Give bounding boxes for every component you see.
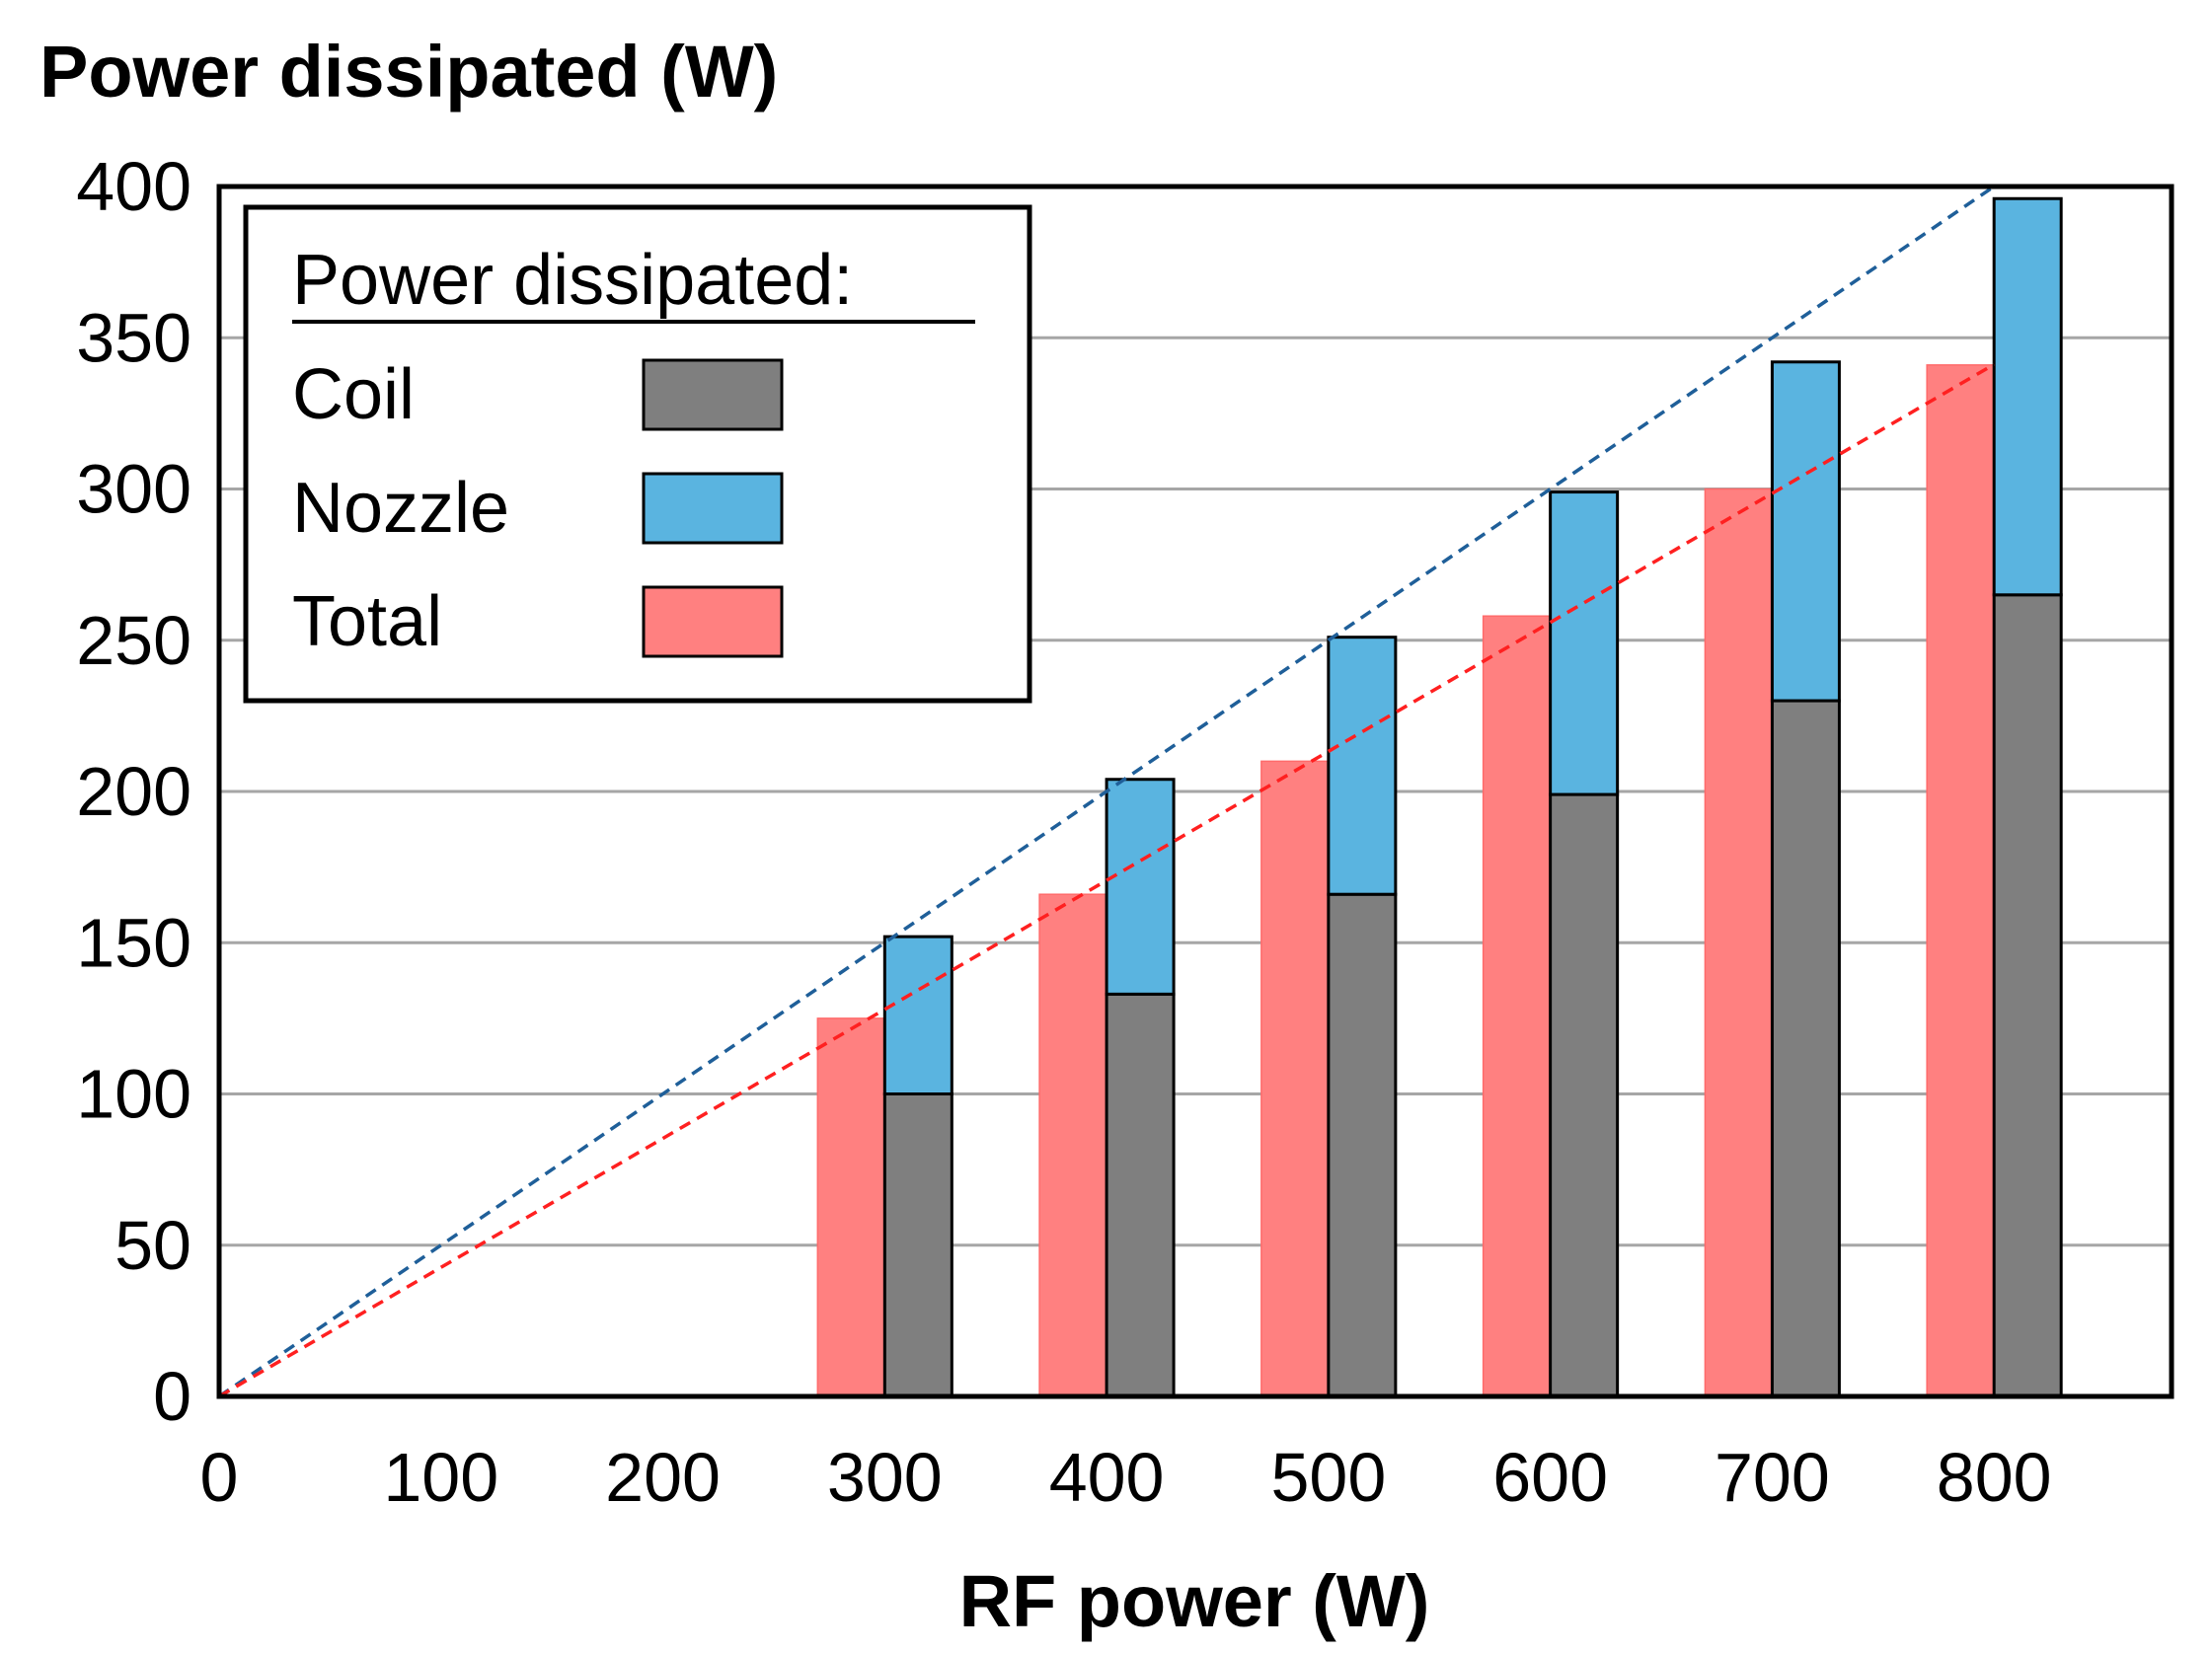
- legend: Power dissipated: Coil Nozzle Total: [246, 207, 1030, 701]
- legend-label-total: Total: [292, 582, 442, 661]
- bar-total-400: [1039, 894, 1106, 1396]
- y-tick-0: 0: [153, 1358, 191, 1435]
- x-tick-labels: 0 100 200 300 400 500 600 700 800: [200, 1439, 2052, 1516]
- legend-swatch-nozzle: [644, 474, 782, 543]
- bar-coil-800: [1994, 595, 2061, 1396]
- chart-title: Power dissipated (W): [39, 31, 778, 113]
- y-tick-350: 350: [76, 299, 191, 376]
- bar-coil-500: [1329, 894, 1396, 1396]
- x-tick-0: 0: [200, 1439, 239, 1516]
- bar-nozzle-600: [1551, 492, 1618, 795]
- bar-coil-300: [884, 1094, 952, 1397]
- x-tick-100: 100: [383, 1439, 498, 1516]
- bar-total-600: [1484, 616, 1551, 1396]
- x-tick-800: 800: [1937, 1439, 2052, 1516]
- y-tick-labels: 0 50 100 150 200 250 300 350 400: [76, 148, 191, 1435]
- bar-nozzle-300: [884, 937, 952, 1093]
- x-tick-500: 500: [1270, 1439, 1386, 1516]
- x-tick-700: 700: [1715, 1439, 1830, 1516]
- bar-total-500: [1261, 761, 1329, 1396]
- bar-nozzle-800: [1994, 198, 2061, 595]
- bar-nozzle-500: [1329, 638, 1396, 895]
- bar-nozzle-700: [1772, 362, 1839, 701]
- y-tick-300: 300: [76, 451, 191, 528]
- bar-total-300: [817, 1018, 884, 1396]
- legend-label-coil: Coil: [292, 355, 415, 434]
- x-tick-400: 400: [1049, 1439, 1165, 1516]
- y-tick-100: 100: [76, 1056, 191, 1133]
- x-tick-300: 300: [827, 1439, 943, 1516]
- bar-total-700: [1705, 489, 1772, 1397]
- bar-coil-400: [1106, 994, 1174, 1396]
- bar-nozzle-400: [1106, 780, 1174, 995]
- x-tick-600: 600: [1492, 1439, 1608, 1516]
- x-tick-200: 200: [605, 1439, 721, 1516]
- legend-swatch-total: [644, 587, 782, 656]
- y-tick-400: 400: [76, 148, 191, 225]
- bar-coil-700: [1772, 701, 1839, 1396]
- chart: Power dissipated (W) 0 50 100 150 200 250 300 3…: [0, 0, 2212, 1653]
- x-axis-label: RF power (W): [959, 1560, 1430, 1642]
- bar-coil-600: [1551, 794, 1618, 1396]
- bar-total-800: [1927, 365, 1994, 1396]
- y-tick-150: 150: [76, 904, 191, 981]
- legend-label-nozzle: Nozzle: [292, 469, 509, 548]
- legend-swatch-coil: [644, 360, 782, 429]
- y-tick-250: 250: [76, 602, 191, 679]
- y-tick-200: 200: [76, 753, 191, 830]
- y-tick-50: 50: [114, 1207, 191, 1284]
- legend-title: Power dissipated:: [292, 241, 853, 320]
